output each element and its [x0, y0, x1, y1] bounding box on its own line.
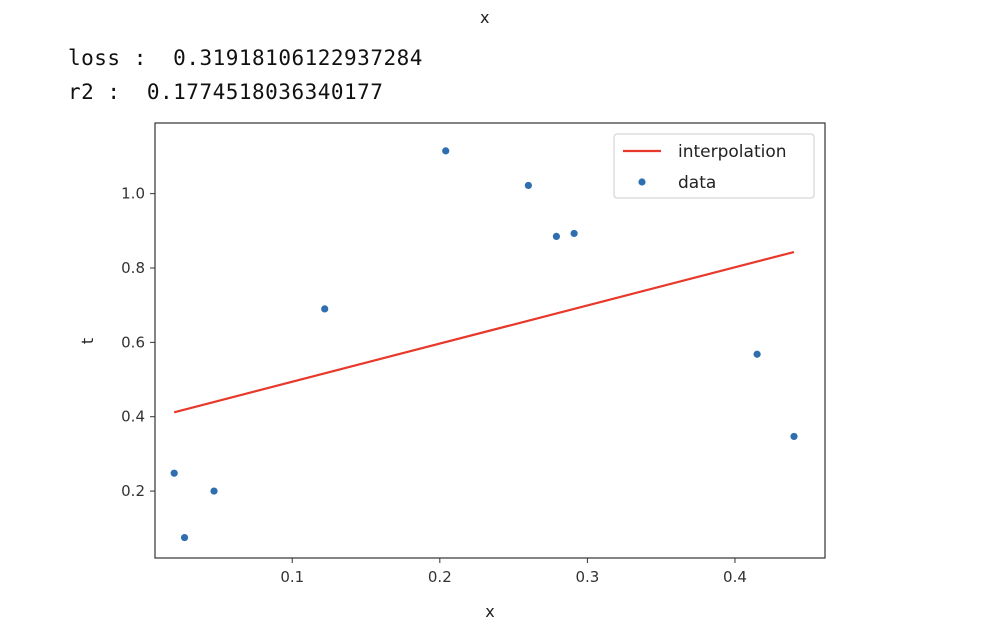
- y-tick-label: 0.8: [121, 259, 145, 277]
- x-tick-label: 0.4: [723, 568, 747, 586]
- y-tick-label: 0.4: [121, 408, 145, 426]
- y-axis-label: t: [78, 338, 97, 344]
- x-tick-label: 0.3: [575, 568, 599, 586]
- data-point: [753, 350, 761, 358]
- plot-area-frame: [154, 122, 826, 559]
- x-tick-label: 0.2: [428, 568, 452, 586]
- axis-ticks: 0.1 0.2 0.3 0.4 0.2 0.4 0.6 0.8 1.0: [121, 185, 747, 586]
- data-point: [210, 487, 218, 495]
- data-point: [442, 147, 450, 155]
- legend-box: [613, 133, 815, 199]
- data-point: [170, 469, 178, 477]
- legend-interpolation-label: interpolation: [678, 142, 787, 162]
- series-layer: [170, 147, 798, 542]
- r2-value: 0.1774518036340177: [146, 80, 384, 104]
- data-point: [790, 432, 798, 441]
- data-point: [552, 232, 561, 240]
- x-axis-label: x: [485, 602, 494, 621]
- r2-output-line: r2 : 0.1774518036340177: [68, 80, 383, 104]
- y-tick-label: 1.0: [121, 185, 145, 203]
- loss-label: loss :: [68, 46, 161, 70]
- interpolation-line: [173, 250, 795, 414]
- legend-data-swatch: [638, 178, 646, 186]
- figure-title: x: [480, 8, 490, 27]
- y-tick-label: 0.2: [121, 482, 145, 500]
- data-point: [524, 181, 532, 190]
- legend: interpolation data: [613, 133, 815, 199]
- data-point: [321, 305, 329, 313]
- loss-value: 0.31918106122937284: [173, 46, 423, 70]
- legend-data-label: data: [678, 173, 716, 193]
- data-point: [180, 533, 189, 542]
- loss-output-line: loss : 0.31918106122937284: [68, 46, 423, 70]
- data-point: [570, 229, 578, 238]
- x-tick-label: 0.1: [280, 568, 304, 586]
- y-tick-label: 0.6: [121, 333, 145, 351]
- r2-label: r2 :: [68, 80, 134, 104]
